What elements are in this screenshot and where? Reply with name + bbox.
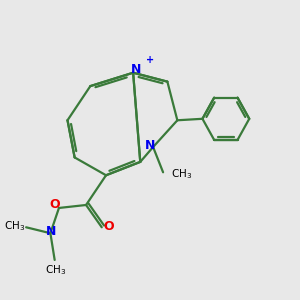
Text: CH$_3$: CH$_3$ (4, 219, 25, 233)
Text: N: N (131, 63, 141, 76)
Text: N: N (46, 225, 57, 238)
Text: CH$_3$: CH$_3$ (46, 263, 67, 277)
Text: +: + (146, 55, 154, 65)
Text: CH$_3$: CH$_3$ (171, 167, 192, 181)
Text: O: O (50, 199, 60, 212)
Text: O: O (104, 220, 115, 233)
Text: N: N (145, 139, 155, 152)
